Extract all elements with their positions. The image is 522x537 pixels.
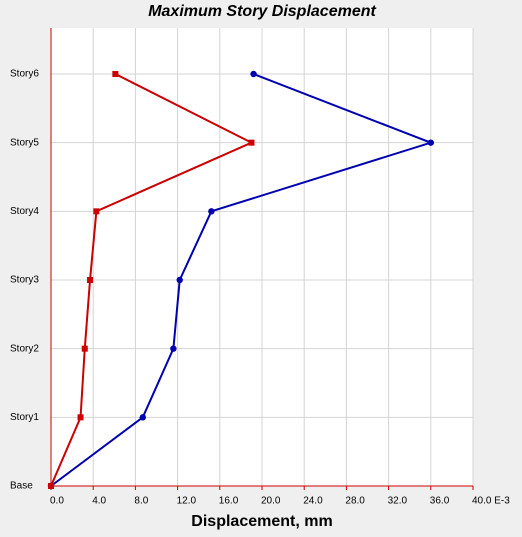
marker (176, 276, 183, 284)
y-tick-label: Story2 (10, 343, 39, 354)
y-tick-label: Story5 (10, 137, 39, 148)
y-tick-label: Story6 (10, 69, 39, 80)
marker (208, 208, 215, 215)
marker (81, 345, 88, 352)
x-tick-label: 8.0 (134, 496, 148, 507)
y-tick-label: Story4 (10, 206, 39, 217)
marker (139, 414, 146, 421)
x-tick-label: 4.0 (92, 496, 106, 507)
y-tick-label: Base (10, 481, 33, 492)
marker (93, 208, 100, 215)
marker (250, 70, 257, 78)
x-axis-label: Displacement, mm (191, 513, 332, 530)
marker (427, 139, 434, 146)
chart-title: Maximum Story Displacement (148, 3, 376, 20)
x-tick-label: 32.0 (388, 496, 408, 507)
x-tick-label: 40.0 E-3 (472, 496, 510, 507)
x-tick-label: 0.0 (50, 496, 64, 507)
x-tick-label: 36.0 (430, 496, 450, 507)
marker (170, 345, 177, 352)
x-tick-label: 24.0 (303, 496, 323, 507)
y-tick-label: Story1 (10, 412, 39, 423)
x-tick-label: 12.0 (177, 496, 197, 507)
grid (50, 28, 474, 490)
marks (47, 70, 434, 490)
x-tick-label: 20.0 (261, 496, 281, 507)
x-tick-label: 16.0 (219, 496, 239, 507)
marker (87, 277, 94, 283)
marker (248, 139, 255, 146)
y-tick-label: Story3 (10, 275, 39, 286)
x-tick-label: 28.0 (345, 496, 365, 507)
marker (112, 71, 119, 77)
marker (48, 483, 54, 489)
marker (77, 414, 84, 421)
